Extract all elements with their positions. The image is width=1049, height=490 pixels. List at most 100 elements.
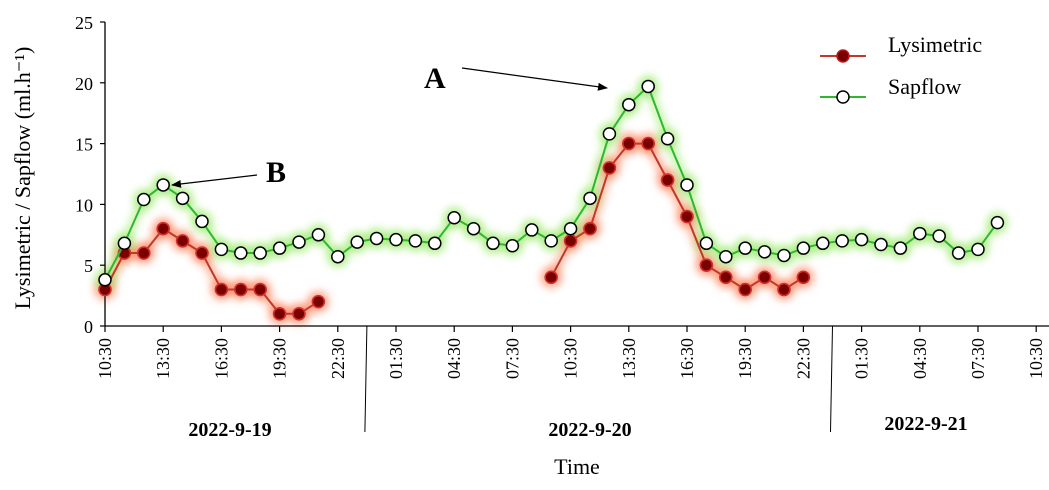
x-tick-label-3: 19:30 <box>270 338 290 379</box>
data-point-sapflow-20 <box>486 236 500 251</box>
data-point-lysimetric-6 <box>214 282 229 297</box>
data-point-sapflow-17 <box>428 236 442 251</box>
data-point-sapflow-6 <box>214 242 229 257</box>
annotation-b: B <box>171 156 286 189</box>
data-point-lysimetric-26 <box>602 161 617 175</box>
data-point-sapflow-33 <box>738 241 752 255</box>
data-point-sapflow-2 <box>137 192 151 207</box>
date-label-2: 2022-9-20 <box>548 419 631 441</box>
data-point-lysimetric-29 <box>660 173 675 187</box>
x-tick-label-10: 16:30 <box>677 338 697 379</box>
x-tick-label-5: 01:30 <box>386 338 406 379</box>
data-point-lysimetric-10 <box>292 307 306 321</box>
data-point-sapflow-11 <box>311 228 326 242</box>
series-glow-layer <box>94 75 1009 325</box>
data-point-sapflow-5 <box>195 214 209 229</box>
data-point-lysimetric-23 <box>544 270 559 285</box>
data-point-sapflow-42 <box>913 226 927 241</box>
data-point-sapflow-39 <box>854 232 869 247</box>
data-point-sapflow-23 <box>544 234 558 248</box>
data-point-lysimetric-25 <box>583 221 597 236</box>
data-point-lysimetric-30 <box>680 209 694 224</box>
x-tick-label-11: 19:30 <box>735 338 755 379</box>
data-point-sapflow-46 <box>990 215 1005 230</box>
x-tick-label-9: 13:30 <box>619 338 639 379</box>
data-point-lysimetric-28 <box>641 136 656 151</box>
y-tick-label-0: 0 <box>84 317 93 337</box>
data-point-sapflow-44 <box>951 246 966 260</box>
x-tick-label-15: 07:30 <box>968 338 988 379</box>
x-tick-label-2: 16:30 <box>211 338 231 379</box>
data-point-sapflow-21 <box>505 238 520 253</box>
legend-label-sapflow: Sapflow <box>888 74 961 99</box>
legend-marker-sapflow <box>836 90 850 104</box>
legend: Lysimetric Sapflow <box>820 32 982 104</box>
data-point-sapflow-18 <box>447 211 461 225</box>
date-separator-1 <box>364 325 368 433</box>
annotation-a-label: A <box>424 62 446 95</box>
data-point-sapflow-1 <box>117 236 132 251</box>
annotation-a: A <box>424 62 608 95</box>
data-point-lysimetric-31 <box>699 258 714 273</box>
y-axis-title: Lysimetric / Sapflow (ml.h⁻¹) <box>10 47 35 310</box>
data-point-sapflow-24 <box>563 221 578 236</box>
data-point-lysimetric-27 <box>621 136 636 151</box>
data-point-sapflow-43 <box>932 229 946 243</box>
annotation-b-arrow <box>171 174 258 188</box>
date-label-1: 2022-9-19 <box>188 419 271 441</box>
y-tick-label-20: 20 <box>75 74 93 94</box>
data-point-lysimetric-9 <box>272 307 287 321</box>
x-tick-label-4: 22:30 <box>328 338 348 379</box>
data-point-lysimetric-24 <box>563 234 578 248</box>
data-point-sapflow-45 <box>971 242 985 257</box>
annotation-a-arrow <box>461 67 608 91</box>
data-point-sapflow-31 <box>699 236 714 251</box>
data-point-sapflow-16 <box>408 234 423 248</box>
data-point-sapflow-37 <box>816 236 830 251</box>
data-point-sapflow-40 <box>874 237 888 252</box>
data-point-lysimetric-35 <box>777 282 791 297</box>
data-point-sapflow-27 <box>622 97 636 112</box>
data-point-sapflow-8 <box>253 246 267 260</box>
data-point-sapflow-3 <box>156 178 170 192</box>
x-tick-label-14: 04:30 <box>910 338 930 379</box>
data-point-lysimetric-32 <box>718 270 733 285</box>
x-tick-label-7: 07:30 <box>502 338 522 379</box>
data-point-sapflow-25 <box>583 191 597 206</box>
data-point-sapflow-38 <box>835 234 849 248</box>
y-tick-label-15: 15 <box>75 135 93 155</box>
x-tick-label-0: 10:30 <box>95 338 115 379</box>
data-point-sapflow-29 <box>660 131 675 146</box>
x-axis-title: Time <box>554 454 600 479</box>
data-point-sapflow-15 <box>389 232 403 247</box>
data-point-lysimetric-2 <box>137 246 151 260</box>
data-point-sapflow-32 <box>719 249 733 264</box>
data-point-sapflow-28 <box>641 79 655 94</box>
data-point-sapflow-30 <box>680 178 694 192</box>
x-tick-label-13: 01:30 <box>852 338 872 379</box>
y-tick-label-5: 5 <box>84 256 93 276</box>
data-point-sapflow-36 <box>796 241 811 255</box>
x-tick-label-6: 04:30 <box>444 338 464 379</box>
data-point-sapflow-22 <box>525 223 539 237</box>
y-tick-label-10: 10 <box>75 195 93 215</box>
data-point-sapflow-9 <box>272 241 287 255</box>
data-point-sapflow-12 <box>331 249 345 264</box>
x-tick-label-12: 22:30 <box>793 338 813 379</box>
date-separator-2 <box>830 325 833 433</box>
x-tick-label-16: 10:30 <box>1026 338 1046 379</box>
data-point-sapflow-10 <box>292 235 306 249</box>
data-point-lysimetric-4 <box>175 234 190 248</box>
legend-label-lysimetric: Lysimetric <box>888 32 982 57</box>
x-tick-label-8: 10:30 <box>561 338 581 379</box>
date-label-3: 2022-9-21 <box>884 413 967 435</box>
data-point-lysimetric-3 <box>156 221 170 236</box>
data-point-lysimetric-5 <box>195 246 209 260</box>
data-point-lysimetric-36 <box>796 270 811 285</box>
axes: 0 5 10 15 20 25 10:30 13:30 16:30 19:30 22:30 01:30… <box>75 13 1049 433</box>
data-point-sapflow-26 <box>602 127 617 141</box>
data-point-lysimetric-33 <box>738 282 753 297</box>
data-point-lysimetric-11 <box>311 294 326 309</box>
